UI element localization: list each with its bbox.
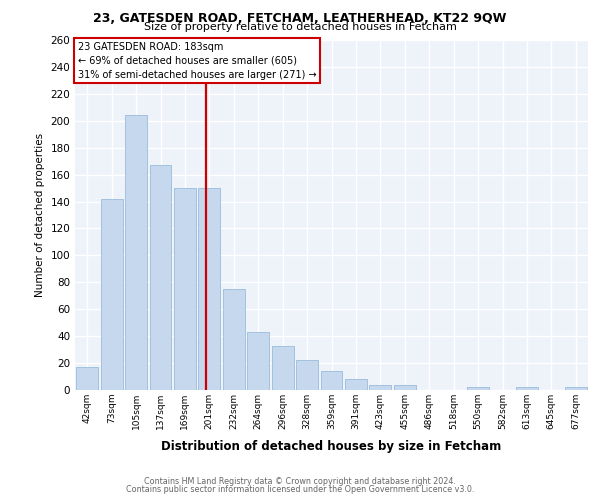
Text: Size of property relative to detached houses in Fetcham: Size of property relative to detached ho…: [143, 22, 457, 32]
Bar: [76, 367, 98, 390]
Bar: [223, 289, 245, 390]
Text: 23, GATESDEN ROAD, FETCHAM, LEATHERHEAD, KT22 9QW: 23, GATESDEN ROAD, FETCHAM, LEATHERHEAD,…: [94, 12, 506, 26]
Text: 23 GATESDEN ROAD: 183sqm
← 69% of detached houses are smaller (605)
31% of semi-: 23 GATESDEN ROAD: 183sqm ← 69% of detach…: [77, 42, 316, 80]
Bar: [394, 384, 416, 390]
Bar: [296, 360, 318, 390]
Bar: [125, 116, 147, 390]
Bar: [101, 199, 122, 390]
Y-axis label: Number of detached properties: Number of detached properties: [35, 133, 45, 297]
Bar: [320, 371, 343, 390]
X-axis label: Distribution of detached houses by size in Fetcham: Distribution of detached houses by size …: [161, 440, 502, 454]
Text: Contains public sector information licensed under the Open Government Licence v3: Contains public sector information licen…: [126, 484, 474, 494]
Bar: [345, 379, 367, 390]
Bar: [370, 384, 391, 390]
Bar: [199, 188, 220, 390]
Bar: [516, 388, 538, 390]
Bar: [272, 346, 293, 390]
Bar: [174, 188, 196, 390]
Text: Contains HM Land Registry data © Crown copyright and database right 2024.: Contains HM Land Registry data © Crown c…: [144, 477, 456, 486]
Bar: [149, 165, 172, 390]
Bar: [565, 388, 587, 390]
Bar: [247, 332, 269, 390]
Bar: [467, 388, 489, 390]
